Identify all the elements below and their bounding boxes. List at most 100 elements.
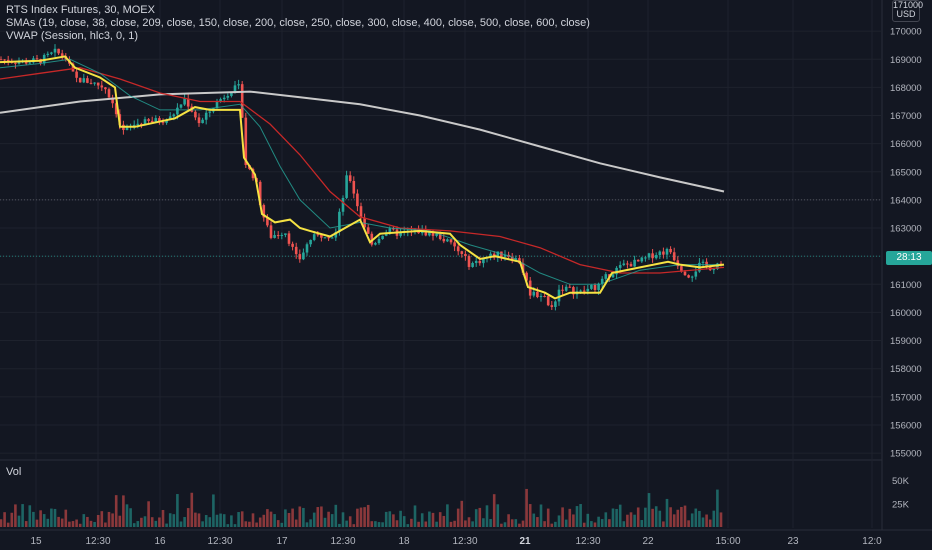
volume-bar [201, 521, 204, 527]
candle-body [597, 283, 600, 290]
volume-bar [554, 521, 557, 527]
candle-body [438, 233, 442, 239]
price-tick-label: 158000 [890, 364, 922, 375]
candle-body [593, 284, 597, 290]
candle-body [658, 251, 662, 256]
candle-body [629, 263, 633, 267]
legend-title[interactable]: RTS Index Futures, 30, MOEX [6, 4, 155, 16]
volume-bar [3, 512, 6, 527]
volume-bar [86, 516, 89, 527]
price-axis[interactable]: 170000 169000 168000 167000 166000 165000 1640… [890, 27, 922, 460]
volume-bar [438, 512, 442, 527]
candle-body [428, 232, 431, 236]
volume-bar [298, 506, 302, 527]
candle-body [626, 263, 629, 265]
candle-body [554, 301, 557, 307]
time-tick-label: 12:30 [85, 536, 110, 547]
volume-bar [183, 517, 186, 527]
candle-body [561, 289, 564, 291]
volume-bar [71, 521, 75, 527]
volume-bars [0, 488, 723, 527]
candle-body [546, 296, 550, 306]
time-tick-label: 12:30 [452, 536, 477, 547]
candle-body [240, 84, 244, 118]
volume-bar [712, 510, 716, 527]
volume-bar [561, 507, 564, 527]
candle-body [287, 233, 291, 244]
candle-body [93, 82, 96, 84]
volume-bar [114, 495, 118, 527]
volume-bar [147, 501, 150, 527]
time-tick-label: 17 [276, 536, 288, 547]
volume-bar [165, 523, 168, 527]
volume-bar [291, 508, 294, 527]
volume-bar [719, 512, 723, 527]
candle-body [125, 126, 129, 131]
currency-badge[interactable]: 171000 USD [892, 0, 923, 22]
indicator-lines [0, 55, 725, 300]
volume-bar [510, 519, 514, 527]
candle-body [478, 260, 482, 264]
volume-bar [593, 522, 597, 527]
sma-fast-line [0, 58, 724, 285]
volume-bar [586, 513, 590, 527]
volume-bar [28, 505, 32, 527]
volume-bar [309, 519, 312, 527]
candle-body [701, 261, 705, 263]
candle-body [150, 120, 154, 123]
candle-body [636, 259, 640, 262]
volume-bar [629, 512, 633, 527]
time-axis[interactable]: 15 12:30 16 12:30 17 12:30 18 12:30 21 12:30 22 15:… [30, 536, 882, 547]
candle-body [456, 246, 460, 252]
candle-body [204, 112, 208, 120]
volume-bar [255, 522, 258, 527]
legend-sma[interactable]: SMAs (19, close, 38, close, 209, close, … [6, 17, 590, 29]
candle-body [82, 78, 86, 83]
volume-bar [341, 512, 345, 527]
volume-bar [676, 509, 680, 527]
volume-bar [564, 519, 568, 527]
volume-bar [536, 517, 539, 527]
candle-body [464, 253, 467, 257]
candle-body [586, 288, 590, 292]
candle-body [222, 97, 226, 100]
candle-body [442, 238, 446, 242]
volume-bar [140, 517, 143, 527]
volume-bar [172, 514, 176, 527]
volume-bar [111, 513, 114, 527]
candle-body [294, 246, 298, 255]
volume-bar [435, 521, 438, 527]
candle-body [694, 271, 698, 277]
volume-bar [168, 513, 172, 527]
candle-body [50, 52, 53, 54]
candle-body [280, 234, 284, 236]
volume-bar [190, 492, 194, 527]
volume-bar [604, 512, 608, 527]
volume-bar [514, 519, 518, 527]
volume-bar [478, 507, 482, 527]
candle-body [71, 63, 75, 72]
volume-bar [690, 513, 694, 527]
volume-bar [482, 518, 485, 527]
volume-bar [14, 504, 17, 527]
volume-bar [521, 520, 525, 527]
candle-body [474, 260, 478, 264]
price-tick-label: 164000 [890, 195, 922, 206]
candle-body [536, 291, 539, 298]
candle-body [471, 263, 474, 267]
candle-body [647, 253, 651, 258]
volume-label[interactable]: Vol [6, 466, 22, 478]
volume-bar [251, 513, 255, 527]
legend-vwap[interactable]: VWAP (Session, hlc3, 0, 1) [6, 30, 139, 42]
volume-bar [35, 519, 39, 527]
volume-bar [698, 510, 701, 527]
candle-body [334, 232, 338, 238]
volume-bar [338, 523, 341, 527]
price-tick-label: 159000 [890, 336, 922, 347]
price-tick-label: 166000 [890, 139, 922, 150]
volume-bar [384, 511, 388, 527]
volume-bar [377, 522, 381, 527]
volume-bar [370, 521, 374, 527]
volume-bar [330, 514, 334, 527]
